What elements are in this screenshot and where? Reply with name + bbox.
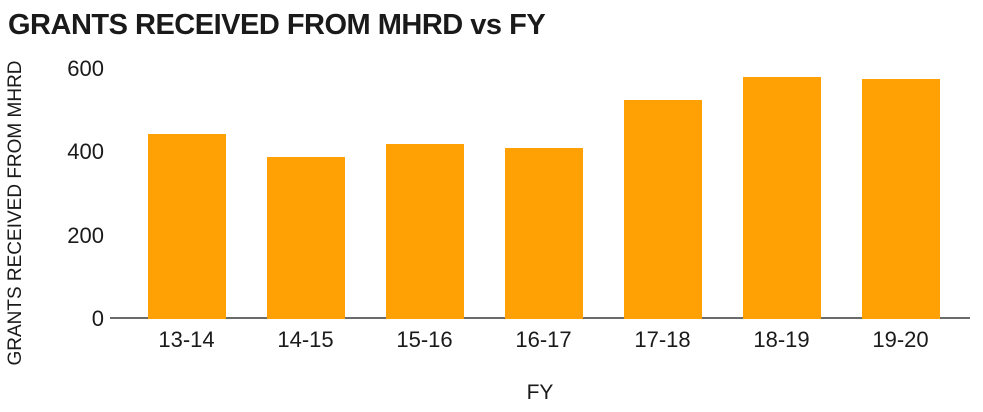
bar-slot xyxy=(365,69,484,319)
y-axis-tick-labels: 0 200 400 600 xyxy=(0,58,104,330)
x-tick-label: 15-16 xyxy=(396,327,453,352)
bar-16-17 xyxy=(504,148,583,319)
y-tick-label: 400 xyxy=(67,139,104,165)
bar-slot xyxy=(722,69,841,319)
chart-title: GRANTS RECEIVED FROM MHRD vs FY xyxy=(8,9,546,41)
bar-13-14 xyxy=(147,133,226,319)
y-tick-label: 0 xyxy=(91,306,104,331)
bar-slot xyxy=(603,69,722,319)
y-tick-label: 600 xyxy=(67,56,104,81)
bar-14-15 xyxy=(266,156,345,319)
bar-18-19 xyxy=(742,77,821,319)
y-tick-label: 200 xyxy=(67,222,104,248)
bar-slot xyxy=(127,69,246,319)
x-tick-label: 17-18 xyxy=(634,327,691,352)
bars-container xyxy=(127,69,960,319)
bar-slot xyxy=(841,69,960,319)
x-tick-label: 14-15 xyxy=(277,327,334,352)
x-tick-label: 16-17 xyxy=(515,327,572,352)
bar-slot xyxy=(246,69,365,319)
x-tick-label: 19-20 xyxy=(872,327,929,352)
x-tick-label: 18-19 xyxy=(753,327,810,352)
x-axis-tick-labels: 13-14 14-15 15-16 16-17 17-18 18-19 19-20 xyxy=(127,327,960,353)
x-axis-title: FY xyxy=(526,381,554,404)
bar-17-18 xyxy=(623,100,702,319)
bar-19-20 xyxy=(861,78,940,319)
bar-slot xyxy=(484,69,603,319)
x-tick-label: 13-14 xyxy=(158,327,215,352)
bar-15-16 xyxy=(385,144,464,319)
